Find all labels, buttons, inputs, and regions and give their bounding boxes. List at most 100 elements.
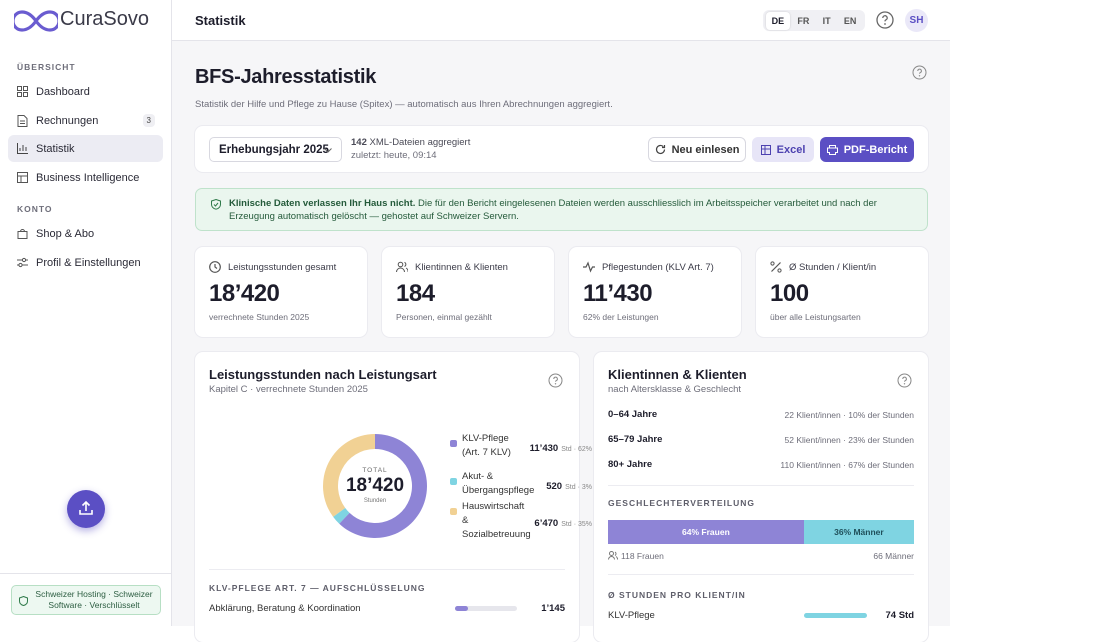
unit: Std [565,484,576,491]
page-subtitle: Statistik der Hilfe und Pflege zu Hause … [195,99,613,110]
kpi-value: 11’430 [583,280,653,307]
page: Statistik { "brand": "CuraSovo", "sideba… [0,0,950,642]
share: · 62% [573,446,592,453]
divider [209,569,565,570]
upload-button[interactable] [67,490,105,528]
year-select[interactable]: Erhebungsjahr 2025 [209,137,342,162]
avatar[interactable]: SH [905,9,928,32]
legend-swatch [450,508,457,515]
nav-badge: 3 [142,114,155,127]
icon [770,261,782,273]
bar-track [455,606,517,611]
icon [655,144,665,155]
nav-label: Business Intelligence [36,171,140,184]
button[interactable]: PDF-Bericht [820,137,914,162]
icon [583,261,595,273]
icon [17,115,28,127]
gender-bar: 64% Frauen 36% Männer [608,520,914,544]
logo-icon [14,10,58,32]
help-icon[interactable] [548,373,563,388]
gender-count: 118 Frauen [621,551,664,561]
language-option[interactable]: DE [765,11,791,30]
button[interactable]: Excel [752,137,814,162]
icon [17,229,28,239]
donut-chart: TOTAL 18’420 Stunden [323,434,427,538]
legend-label: KLV-Pflege (Art. 7 KLV) [462,433,511,458]
help-icon[interactable] [876,11,894,29]
kpi-card: Pflegestunden (KLV Art. 7) 11’430 62% der … [569,247,741,337]
kpi-value: 18’420 [209,280,280,307]
panel-subtitle: Kapitel C · verrechnete Stunden 2025 [209,384,368,395]
unit: Std [561,521,572,528]
notice-body: Die für den Bericht eingelesenen Dateien… [229,198,877,222]
icon [19,596,28,606]
legend-swatch [450,440,457,447]
gender-segment: 64% Frauen [608,520,804,544]
kpi-label: Leistungsstunden gesamt [228,262,337,273]
button[interactable]: Neu einlesen [648,137,746,162]
share: · 3% [577,484,592,491]
nav-item[interactable]: Shop & Abo [8,220,163,247]
icon [826,144,838,155]
language-option[interactable]: EN [843,15,857,26]
page-title: BFS-Jahresstatistik [195,66,377,88]
nav-item[interactable]: Profil & Einstellungen [8,249,163,276]
select-value: Erhebungsjahr 2025 [219,144,329,156]
brand: CuraSovo [60,8,149,30]
donut-center-label: TOTAL [362,467,387,474]
kpi-note: Personen, einmal gezählt [396,312,492,322]
nav-item[interactable]: Rechnungen 3 [8,107,163,134]
kpi-label: Klientinnen & Klienten [415,262,508,273]
kpi-note: verrechnete Stunden 2025 [209,312,310,322]
kpi-label: Pflegestunden (KLV Art. 7) [602,262,714,273]
kpi-value: 100 [770,280,809,307]
sidebar: CuraSovo ÜBERSICHT Dashboard Rechnungen 3… [0,0,172,626]
nav-item[interactable]: Dashboard [8,78,163,105]
main: Statistik DE FR IT EN SH BFS-Jahresstatisti… [172,0,950,642]
help-icon[interactable] [912,65,927,80]
section-title: KONTO [17,204,53,214]
value: 11’430 [529,443,559,454]
notice-strong: Klinische Daten verlassen Ihr Haus nicht… [229,198,416,209]
notice-text: Klinische Daten verlassen Ihr Haus nicht… [229,198,919,223]
language-switch: DE FR IT EN [763,10,865,31]
hours-panel: Leistungsstunden nach Leistungsart Kapit… [195,352,592,642]
kpi-card: Leistungsstunden gesamt 18’420 verrechnete… [195,247,367,337]
panel-title: Klientinnen & Klienten [608,367,747,382]
age-detail: 110 Klient/innen · 67% der Stunden [780,460,914,470]
nav-item[interactable]: Statistik [8,135,163,162]
bar [804,613,867,618]
age-label: 80+ Jahre [608,459,653,470]
kpi-value: 184 [396,280,435,307]
button-label: Excel [776,143,806,156]
legend-swatch [450,478,457,485]
legend-value: 6’470 Std · 35% [522,513,592,531]
nav-label: Dashboard [36,85,90,98]
section-title: GESCHLECHTERVERTEILUNG [608,498,755,508]
language-option[interactable]: IT [822,15,831,26]
topbar: Statistik DE FR IT EN SH [172,0,950,41]
icon [324,148,332,153]
divider [0,573,171,574]
segment-label: 36% Männer [834,527,884,537]
icon [17,143,28,154]
clients-panel: Klientinnen & Klienten nach Altersklasse… [594,352,928,642]
hosting-badge: Schweizer Hosting · Schweizer Software ·… [11,585,161,615]
legend-value: 520 Std · 3% [522,476,592,494]
donut-segment [333,507,350,524]
age-label: 0–64 Jahre [608,409,658,420]
help-icon[interactable] [897,373,912,388]
hosting-text: Schweizer Hosting · Schweizer Software ·… [35,589,153,610]
row-label: Abklärung, Beratung & Koordination [209,603,361,614]
button-label: PDF-Bericht [843,143,908,156]
row-value: 74 Std [885,610,914,621]
donut-segment [323,434,375,517]
age-detail: 22 Klient/innen · 10% der Stunden [784,410,914,420]
language-option[interactable]: FR [797,15,810,26]
value: 6’470 [534,518,559,529]
row-value: 1’145 [541,603,565,614]
kpi-label: Ø Stunden / Klient/in [789,262,877,273]
icon [209,261,221,273]
panel-title: Leistungsstunden nach Leistungsart [209,367,437,382]
nav-item[interactable]: Business Intelligence [8,164,163,191]
